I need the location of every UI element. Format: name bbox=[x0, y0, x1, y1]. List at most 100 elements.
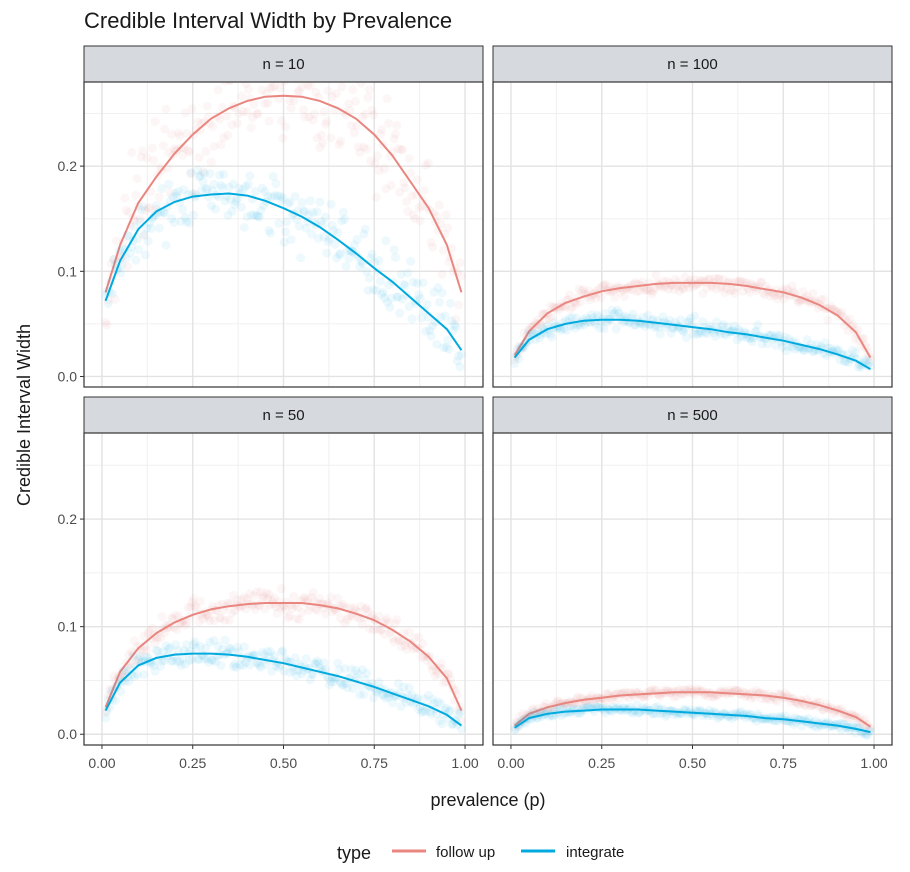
data-point bbox=[425, 707, 435, 717]
data-point bbox=[455, 707, 465, 717]
data-point bbox=[102, 706, 112, 716]
data-point bbox=[257, 593, 267, 603]
data-point bbox=[859, 358, 869, 368]
data-point bbox=[753, 320, 763, 330]
data-point bbox=[423, 158, 433, 168]
data-point bbox=[315, 663, 325, 673]
data-point bbox=[639, 312, 649, 322]
data-point bbox=[396, 269, 406, 279]
data-point bbox=[290, 191, 300, 201]
data-point bbox=[248, 113, 258, 123]
data-point bbox=[437, 269, 447, 279]
data-point bbox=[256, 206, 266, 216]
data-point bbox=[326, 133, 336, 143]
data-point bbox=[153, 633, 163, 643]
x-tick-label: 0.50 bbox=[679, 755, 706, 771]
data-point bbox=[249, 591, 259, 601]
data-point bbox=[315, 143, 325, 153]
data-point bbox=[445, 705, 455, 715]
data-point bbox=[819, 294, 829, 304]
data-point bbox=[139, 229, 149, 239]
data-point bbox=[156, 661, 166, 671]
data-point bbox=[599, 324, 609, 334]
data-point bbox=[421, 326, 431, 336]
data-point bbox=[139, 231, 149, 241]
data-point bbox=[386, 293, 396, 303]
data-point bbox=[444, 669, 454, 679]
data-point bbox=[392, 292, 402, 302]
data-point bbox=[705, 705, 715, 715]
data-point bbox=[171, 610, 181, 620]
data-point bbox=[526, 322, 536, 332]
data-point bbox=[600, 308, 610, 318]
data-point bbox=[238, 106, 248, 116]
data-point bbox=[684, 317, 694, 327]
data-point bbox=[456, 724, 466, 734]
data-point bbox=[355, 690, 365, 700]
data-point bbox=[274, 597, 284, 607]
data-point bbox=[808, 288, 818, 298]
data-point bbox=[567, 302, 577, 312]
data-point bbox=[415, 293, 425, 303]
data-point bbox=[127, 669, 137, 679]
data-point bbox=[619, 687, 629, 697]
data-point bbox=[223, 130, 233, 140]
data-point bbox=[320, 609, 330, 619]
data-point bbox=[355, 147, 365, 157]
data-point bbox=[109, 254, 119, 264]
data-point bbox=[510, 359, 520, 369]
data-point bbox=[510, 725, 520, 735]
data-point bbox=[275, 191, 285, 201]
data-point bbox=[336, 136, 346, 146]
data-point bbox=[729, 288, 739, 298]
data-point bbox=[751, 716, 761, 726]
data-point bbox=[826, 343, 836, 353]
data-point bbox=[541, 698, 551, 708]
data-point bbox=[189, 640, 199, 650]
data-point bbox=[808, 347, 818, 357]
data-point bbox=[167, 656, 177, 666]
data-point bbox=[637, 693, 647, 703]
data-point bbox=[274, 662, 284, 672]
data-point bbox=[271, 179, 281, 189]
data-point bbox=[194, 655, 204, 665]
data-point bbox=[384, 118, 394, 128]
data-point bbox=[646, 286, 656, 296]
data-point bbox=[327, 607, 337, 617]
series-integrate bbox=[510, 700, 875, 740]
data-point bbox=[422, 299, 432, 309]
data-point bbox=[577, 286, 587, 296]
data-point bbox=[204, 612, 214, 622]
data-point bbox=[684, 283, 694, 293]
data-point bbox=[356, 601, 366, 611]
data-point bbox=[184, 655, 194, 665]
data-point bbox=[758, 288, 768, 298]
data-point bbox=[451, 314, 461, 324]
data-point bbox=[772, 696, 782, 706]
data-point bbox=[382, 613, 392, 623]
data-point bbox=[237, 91, 247, 101]
data-point bbox=[455, 258, 465, 268]
data-point bbox=[821, 350, 831, 360]
data-point bbox=[404, 301, 414, 311]
data-point bbox=[202, 184, 212, 194]
data-point bbox=[345, 603, 355, 613]
data-point bbox=[456, 271, 466, 281]
data-point bbox=[210, 657, 220, 667]
data-point bbox=[455, 362, 465, 372]
data-point bbox=[300, 592, 310, 602]
data-point bbox=[282, 217, 292, 227]
data-point bbox=[735, 276, 745, 286]
data-point bbox=[377, 689, 387, 699]
data-point bbox=[142, 652, 152, 662]
data-point bbox=[201, 184, 211, 194]
data-point bbox=[220, 82, 230, 86]
data-point bbox=[129, 671, 139, 681]
data-point bbox=[788, 720, 798, 730]
data-point bbox=[374, 611, 384, 621]
data-point bbox=[707, 691, 717, 701]
data-point bbox=[635, 286, 645, 296]
data-point bbox=[165, 643, 175, 653]
data-point bbox=[591, 701, 601, 711]
